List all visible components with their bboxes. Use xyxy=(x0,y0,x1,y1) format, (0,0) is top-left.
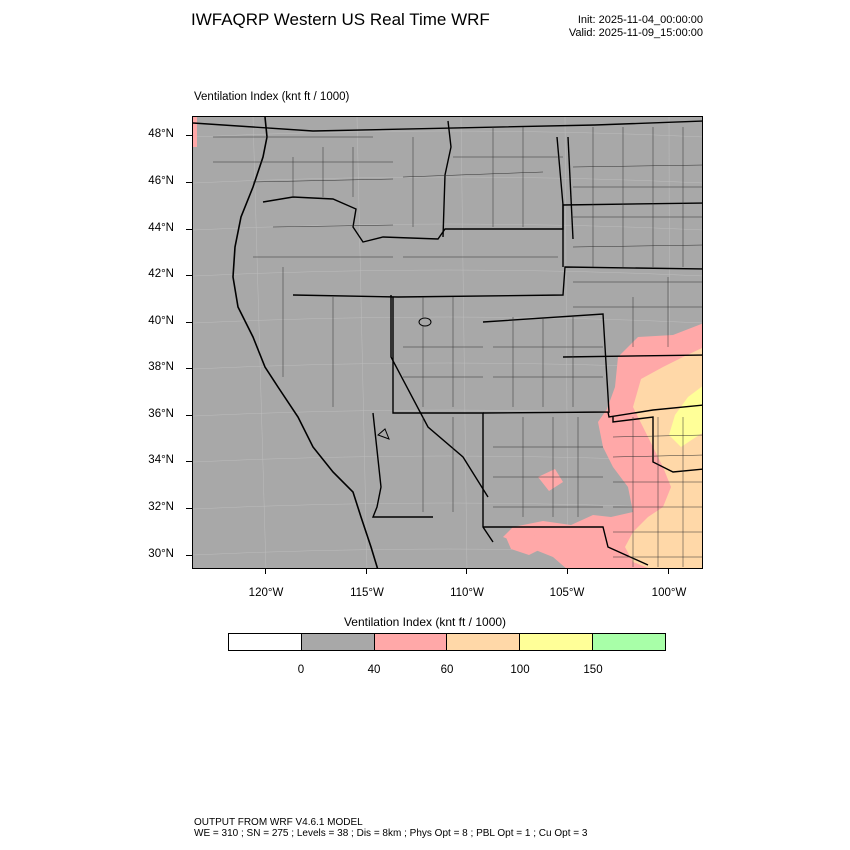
colorbar-bin xyxy=(229,634,302,650)
lon-tick xyxy=(567,569,568,574)
lat-tick xyxy=(186,461,192,462)
lat-tick xyxy=(186,182,192,183)
colorbar-bin xyxy=(593,634,665,650)
map-background xyxy=(193,117,702,568)
lat-label: 46°N xyxy=(148,175,174,187)
lat-label: 42°N xyxy=(148,268,174,280)
lat-label: 38°N xyxy=(148,361,174,373)
lon-tick xyxy=(466,569,467,574)
lat-label: 32°N xyxy=(148,501,174,513)
lon-tick xyxy=(668,569,669,574)
lat-tick xyxy=(186,415,192,416)
lat-tick xyxy=(186,322,192,323)
lon-tick xyxy=(265,569,266,574)
great-salt-lake xyxy=(418,317,432,327)
lake-mead xyxy=(377,428,390,440)
vi-100-150-region xyxy=(669,386,702,447)
lon-tick xyxy=(366,569,367,574)
colorbar-tick-label: 60 xyxy=(440,664,454,676)
lat-tick xyxy=(186,229,192,230)
lat-label: 40°N xyxy=(148,315,174,327)
model-info-line-2: WE = 310 ; SN = 275 ; Levels = 38 ; Dis … xyxy=(194,828,588,839)
init-time: Init: 2025-11-04_00:00:00 xyxy=(577,14,703,26)
field-label: Ventilation Index (knt ft / 1000) xyxy=(194,91,350,103)
lat-tick xyxy=(186,508,192,509)
vi-40-60-patch-2 xyxy=(505,532,545,555)
colorbar-bin xyxy=(520,634,594,650)
lon-label: 100°W xyxy=(651,587,687,599)
lat-label: 44°N xyxy=(148,222,174,234)
lon-label: 105°W xyxy=(549,587,585,599)
lat-label: 36°N xyxy=(148,408,174,420)
colorbar-bin xyxy=(374,634,448,650)
state-boundaries xyxy=(193,120,702,566)
county-lines xyxy=(213,127,702,567)
lat-label: 34°N xyxy=(148,454,174,466)
graticule xyxy=(193,117,702,568)
lat-tick xyxy=(186,555,192,556)
colorbar-tick-label: 150 xyxy=(583,664,603,676)
colorbar xyxy=(228,633,666,651)
colorbar-tick-label: 100 xyxy=(510,664,530,676)
valid-time: Valid: 2025-11-09_15:00:00 xyxy=(568,27,703,39)
lon-label: 110°W xyxy=(450,587,484,599)
vi-40-60-patch xyxy=(538,469,563,491)
colorbar-title: Ventilation Index (knt ft / 1000) xyxy=(343,615,507,629)
map-canvas xyxy=(193,117,702,568)
lat-tick xyxy=(186,368,192,369)
lon-label: 120°W xyxy=(248,587,284,599)
lon-label: 115°W xyxy=(350,587,384,599)
colorbar-bin xyxy=(301,634,375,650)
colorbar-bin xyxy=(447,634,521,650)
map-panel xyxy=(192,116,703,569)
vi-40-60-edge xyxy=(193,117,197,147)
map-title: IWFAQRP Western US Real Time WRF xyxy=(191,10,490,29)
lat-label: 30°N xyxy=(148,548,174,560)
colorbar-tick-label: 40 xyxy=(367,664,381,676)
lat-label: 48°N xyxy=(148,128,174,140)
colorbar-tick-label: 0 xyxy=(297,664,305,676)
model-info-line-1: OUTPUT FROM WRF V4.6.1 MODEL xyxy=(194,817,363,828)
lat-tick xyxy=(186,135,192,136)
lat-tick xyxy=(186,275,192,276)
